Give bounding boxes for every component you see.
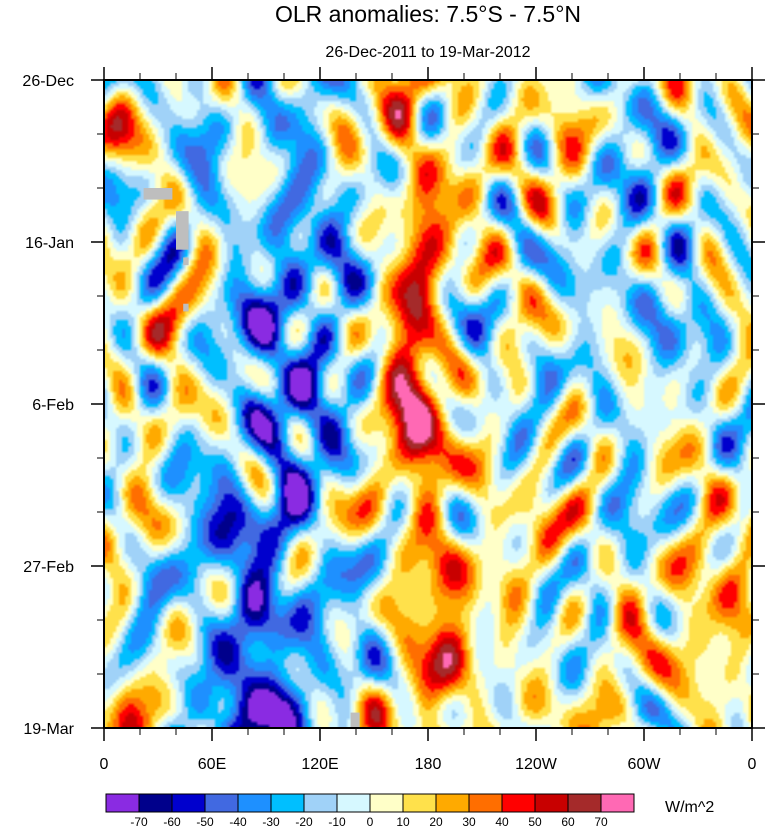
- colorbar-label: -20: [295, 815, 313, 829]
- x-tick-label: 180: [415, 756, 442, 773]
- colorbar-label: 30: [462, 815, 476, 829]
- colorbar-label: -70: [130, 815, 148, 829]
- colorbar-swatch: [138, 793, 173, 813]
- missing-data-layer: [143, 188, 360, 728]
- colorbar-label: 10: [396, 815, 410, 829]
- colorbar-swatch: [336, 793, 371, 813]
- colorbar-swatch: [468, 793, 503, 813]
- colorbar-label: 0: [367, 815, 374, 829]
- missing-data-patch: [176, 211, 189, 250]
- y-tick-label: 19-Mar: [23, 721, 74, 738]
- colorbar-swatch: [303, 793, 338, 813]
- colorbar-swatch: [567, 793, 602, 813]
- x-tick-label: 0: [100, 756, 109, 773]
- missing-data-patch: [183, 303, 189, 312]
- y-tick-label: 26-Dec: [22, 73, 74, 90]
- colorbar-swatch: [369, 793, 404, 813]
- missing-data-patch: [183, 257, 189, 266]
- colorbar-label: 20: [429, 815, 443, 829]
- axes: 0 60E 120E 180 120W 60W 0 26-Dec 16-Jan 6-Feb 27-F…: [22, 67, 765, 773]
- colorbar-swatch: [435, 793, 470, 813]
- x-tick-label: 0: [748, 756, 757, 773]
- y-tick-label: 16-Jan: [25, 235, 74, 252]
- colorbar-label: -40: [229, 815, 247, 829]
- colorbar-label: 60: [561, 815, 575, 829]
- colorbar-label: 70: [594, 815, 608, 829]
- x-tick-label: 120W: [515, 756, 558, 773]
- chart-subtitle: 26-Dec-2011 to 19-Mar-2012: [325, 44, 530, 61]
- colorbar-swatch: [270, 793, 305, 813]
- y-tick-label: 6-Feb: [32, 397, 74, 414]
- chart-title: OLR anomalies: 7.5°S - 7.5°N: [275, 1, 581, 27]
- x-tick-label: 60W: [628, 756, 662, 773]
- colorbar-swatch: [204, 793, 239, 813]
- colorbar-label: -30: [262, 815, 280, 829]
- colorbar-swatch: [402, 793, 437, 813]
- colorbar-label: 40: [495, 815, 509, 829]
- colorbar-swatch: [534, 793, 569, 813]
- plot-area: 0 60E 120E 180 120W 60W 0 26-Dec 16-Jan 6-Feb 27-F…: [22, 67, 765, 773]
- colorbar-label: -50: [196, 815, 214, 829]
- colorbar-swatch: [237, 793, 272, 813]
- colorbar-swatch: [105, 793, 140, 813]
- heatmap-field: [104, 80, 752, 728]
- x-tick-label: 60E: [198, 756, 226, 773]
- missing-data-patch: [350, 712, 360, 728]
- colorbar-units: W/m^2: [665, 799, 714, 816]
- colorbar-label: -10: [328, 815, 346, 829]
- colorbar-swatch: [600, 793, 635, 813]
- colorbar-swatch: [171, 793, 206, 813]
- y-tick-label: 27-Feb: [23, 559, 74, 576]
- x-tick-label: 120E: [301, 756, 338, 773]
- colorbar-swatch: [501, 793, 536, 813]
- colorbar: -70 -60 -50 -40 -30 -20 -10 0 10 20 30 40 50 60 70: [105, 793, 635, 829]
- missing-data-patch: [143, 188, 173, 200]
- colorbar-label: 50: [528, 815, 542, 829]
- colorbar-label: -60: [163, 815, 181, 829]
